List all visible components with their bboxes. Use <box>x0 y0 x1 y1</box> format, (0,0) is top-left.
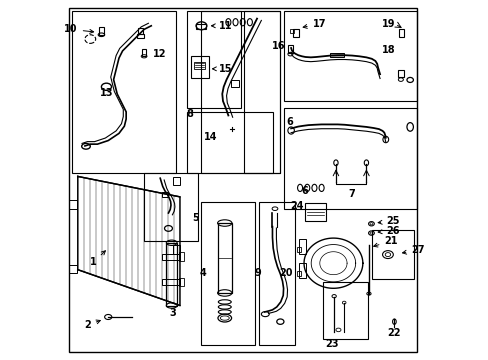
Text: 1: 1 <box>89 251 105 267</box>
Text: 26: 26 <box>377 226 399 236</box>
Bar <box>187 112 273 173</box>
Bar <box>196 24 206 29</box>
Text: 21: 21 <box>373 236 397 247</box>
Text: 6: 6 <box>285 117 292 127</box>
Bar <box>201 202 255 345</box>
Bar <box>258 202 294 345</box>
Bar <box>162 279 180 285</box>
Bar <box>162 254 180 260</box>
Bar <box>172 245 180 253</box>
Text: 13: 13 <box>100 88 113 98</box>
Text: 15: 15 <box>212 64 232 74</box>
Text: 16: 16 <box>272 41 285 50</box>
Text: 27: 27 <box>402 245 424 255</box>
Bar <box>287 45 293 53</box>
Text: 25: 25 <box>377 216 399 226</box>
Bar <box>299 263 305 278</box>
Bar <box>138 28 142 34</box>
Text: 6: 6 <box>301 186 307 197</box>
Bar <box>178 252 183 261</box>
Bar <box>190 56 208 78</box>
Bar <box>201 12 280 173</box>
Text: 22: 22 <box>387 328 400 338</box>
Bar <box>371 230 413 279</box>
Text: 11: 11 <box>211 21 232 31</box>
Bar <box>230 80 238 87</box>
Bar <box>244 12 280 173</box>
Bar <box>397 70 403 77</box>
Bar <box>297 247 300 252</box>
Text: 19: 19 <box>381 19 394 29</box>
Text: 2: 2 <box>84 320 100 330</box>
Bar <box>187 12 241 108</box>
Bar <box>398 29 404 37</box>
Text: 17: 17 <box>303 19 325 29</box>
Bar <box>217 223 231 293</box>
Bar <box>289 29 293 33</box>
Bar <box>329 53 344 57</box>
Bar <box>69 200 77 209</box>
Bar <box>323 282 367 338</box>
Text: 18: 18 <box>381 45 394 55</box>
Text: 23: 23 <box>325 339 338 349</box>
Text: 3: 3 <box>169 309 176 318</box>
Bar <box>194 62 204 69</box>
Bar <box>69 265 77 273</box>
Bar <box>284 108 416 209</box>
Bar <box>99 27 103 35</box>
Bar <box>166 243 177 306</box>
Bar <box>178 278 183 286</box>
Text: 7: 7 <box>347 189 354 199</box>
Bar <box>299 239 305 253</box>
Text: 9: 9 <box>254 268 261 278</box>
Bar <box>142 49 145 56</box>
Bar <box>284 12 416 101</box>
Text: 20: 20 <box>279 267 292 278</box>
Bar <box>144 173 198 241</box>
Text: 10: 10 <box>64 24 93 35</box>
Bar <box>172 177 180 185</box>
Text: 14: 14 <box>203 132 217 142</box>
Bar <box>305 203 325 221</box>
Bar <box>72 12 176 173</box>
Text: 8: 8 <box>186 109 193 119</box>
Bar <box>297 271 300 276</box>
Text: 12: 12 <box>153 49 166 59</box>
Bar <box>137 34 144 39</box>
Text: 5: 5 <box>191 213 198 222</box>
Text: 24: 24 <box>290 201 304 211</box>
Bar <box>292 29 299 37</box>
Text: 4: 4 <box>200 268 206 278</box>
Bar <box>162 192 168 197</box>
